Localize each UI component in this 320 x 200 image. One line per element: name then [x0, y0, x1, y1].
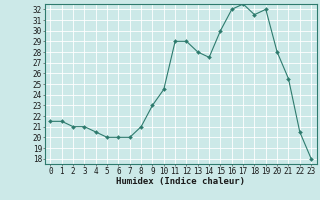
X-axis label: Humidex (Indice chaleur): Humidex (Indice chaleur) — [116, 177, 245, 186]
